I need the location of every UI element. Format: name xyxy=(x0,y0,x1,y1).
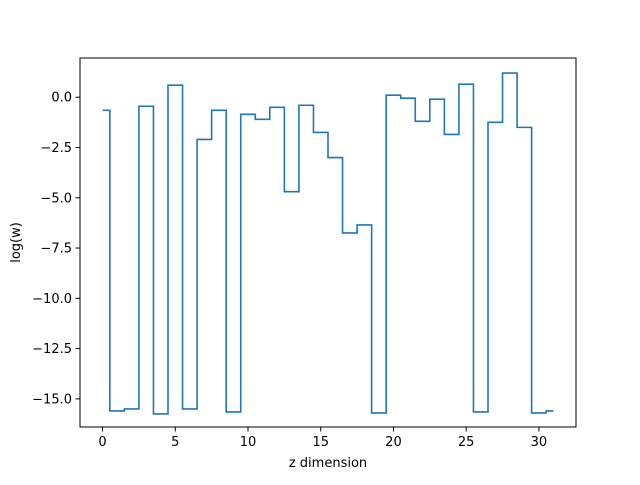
x-tick-label: 15 xyxy=(312,435,329,450)
x-axis-ticks: 0 5 10 15 20 25 30 xyxy=(98,427,547,450)
axes-frame xyxy=(79,57,577,428)
y-axis-label: log(w) xyxy=(9,222,24,263)
x-tick-label: 25 xyxy=(458,435,475,450)
y-tick-label: −12.5 xyxy=(32,342,72,357)
x-tick-label: 0 xyxy=(98,435,106,450)
x-tick-label: 5 xyxy=(171,435,179,450)
x-tick-label: 20 xyxy=(385,435,402,450)
y-tick-label: 0.0 xyxy=(51,91,72,106)
x-tick-label: 10 xyxy=(240,435,257,450)
y-tick-label: −15.0 xyxy=(32,392,72,407)
series-line-0 xyxy=(102,72,554,415)
x-axis-label: z dimension xyxy=(289,456,367,471)
y-tick-label: −2.5 xyxy=(40,141,72,156)
x-tick-label: 30 xyxy=(531,435,548,450)
series-layer xyxy=(102,72,554,415)
y-tick-label: −7.5 xyxy=(40,242,72,257)
y-axis-ticks: 0.0 −2.5 −5.0 −7.5 −10.0 −12.5 −15.0 xyxy=(32,91,80,407)
y-tick-label: −5.0 xyxy=(40,191,72,206)
y-tick-label: −10.0 xyxy=(32,292,72,307)
